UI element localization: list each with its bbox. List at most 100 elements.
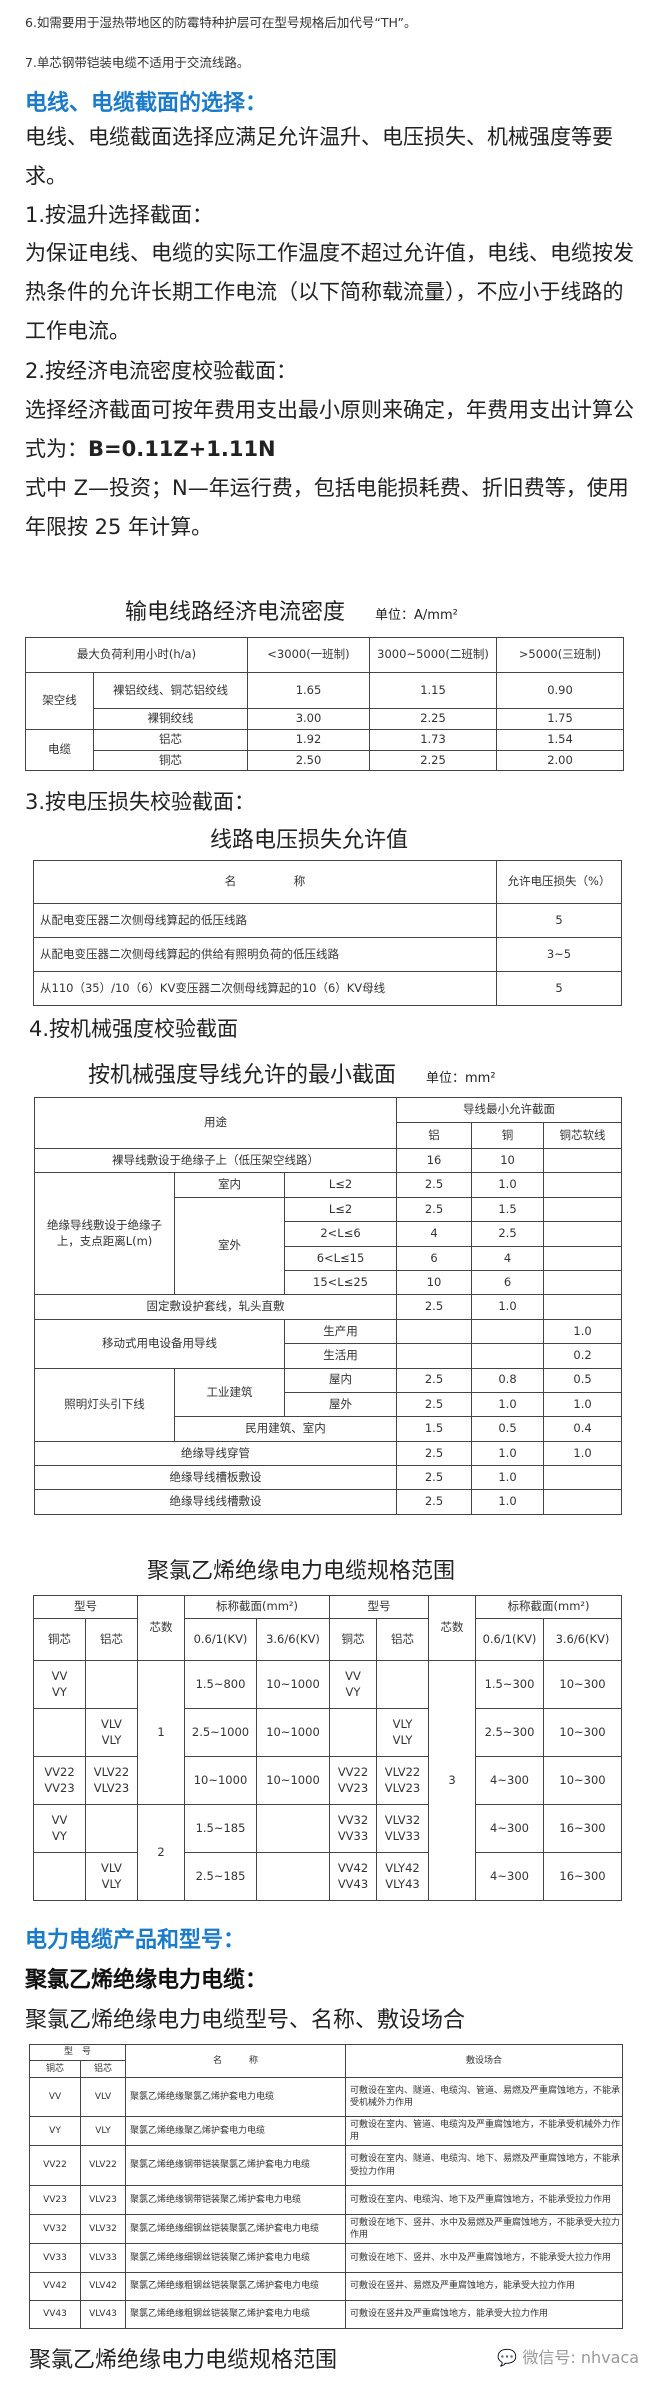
header-cell: 铜芯 bbox=[329, 1618, 377, 1661]
table-row: VV42 VLV42 聚氯乙烯绝缘粗钢丝铠装聚氯乙烯护套电力电缆 可敷设在竖井、易燃及… bbox=[29, 2272, 624, 2301]
table3-title: 按机械强度导线允许的最小截面 bbox=[88, 1063, 397, 1088]
cell: 0.8 bbox=[471, 1367, 545, 1393]
table-header-row: 铝铜铜芯软线 bbox=[35, 1122, 623, 1149]
cell: 民用建筑、室内 bbox=[173, 1416, 398, 1442]
table-row: 民用建筑、室内 1.5 0.5 0.4 bbox=[35, 1416, 623, 1442]
cell: 2.5~300 bbox=[475, 1708, 544, 1757]
cell: 1.5 bbox=[396, 1416, 473, 1442]
header-cell: 最大负荷利用小时(h/a) bbox=[25, 637, 248, 673]
table-row: 生活用 0.2 bbox=[35, 1343, 623, 1369]
cell: 铜芯 bbox=[93, 750, 248, 771]
cell: 2.5 bbox=[396, 1465, 473, 1491]
header-cell: 允许电压损失（%） bbox=[496, 860, 622, 904]
pvc-cable-heading: 聚氯乙烯绝缘电力电缆： bbox=[25, 1968, 268, 1993]
cell: 2.5 bbox=[471, 1221, 545, 1247]
header-cell: >5000(三班制) bbox=[496, 637, 624, 673]
cell: 1.0 bbox=[543, 1440, 623, 1467]
cell: 10~300 bbox=[543, 1660, 622, 1709]
cell: 6<L≤15 bbox=[283, 1245, 398, 1271]
cell: 2.5 bbox=[396, 1196, 473, 1223]
min-section-table: 用途 导线最小允许截面 铝铜铜芯软线 裸导线敷设于绝缘子上（低压架空线路） 16 10… bbox=[33, 1097, 623, 1515]
cell: 4~300 bbox=[475, 1852, 544, 1901]
cell: 0.5 bbox=[471, 1416, 545, 1442]
header-cell: 铝芯 bbox=[376, 1618, 429, 1661]
table-header-row: 型 号名 称敷设场合 bbox=[28, 2044, 624, 2078]
cell: 固定敷设护套线，轧头直敷 bbox=[33, 1294, 398, 1320]
cell: 从110（35）/10（6）KV变压器二次侧母线算起的10（6）KV母线 bbox=[33, 971, 497, 1006]
cell: 从配电变压器二次侧母线算起的低压线路 bbox=[33, 903, 497, 938]
cell: 聚氯乙烯绝缘聚乙烯护套电力电缆 bbox=[125, 2116, 347, 2146]
cell: 2.50 bbox=[247, 750, 370, 771]
cell: 可敷设在地下、竖井、水中及易燃及严重腐蚀地方，不能承受大拉力作用 bbox=[345, 2214, 624, 2244]
section-heading-cable-selection: 电线、电缆截面的选择： bbox=[25, 91, 268, 116]
header-cell: 3000~5000(二班制) bbox=[369, 637, 497, 673]
cell: 绝缘导线线槽敷设 bbox=[33, 1489, 398, 1515]
table5-title: 聚氯乙烯绝缘电力电缆型号、名称、敷设场合 bbox=[25, 2008, 466, 2033]
cell: 4~300 bbox=[475, 1804, 544, 1853]
cell: 1.0 bbox=[471, 1489, 545, 1515]
table-row: VV VY 2 1.5~185 VV32 VV33 VLV32 VLV33 4~300 16… bbox=[33, 1804, 622, 1901]
header-cell: 铜芯 bbox=[33, 1618, 86, 1661]
table-row: 从配电变压器二次侧母线算起的供给有照明负荷的低压线路 3~5 bbox=[33, 937, 622, 972]
cell: 10~1000 bbox=[256, 1660, 330, 1709]
table1-title-row: 输电线路经济电流密度 单位：A/mm² bbox=[125, 594, 458, 626]
cell: VLV42 bbox=[79, 2272, 127, 2301]
table-row: VV VY 1 1.5~800 10~1000 VV VY 3 1.5~300 10~300 bbox=[33, 1660, 622, 1901]
table-row: 照明灯头引下线 工业建筑 屋内 2.5 0.8 0.5 bbox=[34, 1367, 623, 1442]
cell: 10~1000 bbox=[184, 1756, 257, 1805]
cell: 可敷设在地下、竖井、水中及严重腐蚀地方，不能承受大拉力作用 bbox=[345, 2243, 624, 2273]
table-header-row: 型号 芯数 标称截面(mm²) 型号 芯数 标称截面(mm²) bbox=[33, 1595, 622, 1661]
table1-unit: 单位：A/mm² bbox=[375, 608, 458, 623]
cell: 工业建筑 bbox=[174, 1367, 285, 1418]
header-cell: 铜芯 bbox=[29, 2060, 81, 2078]
header-cell: 敷设场合 bbox=[345, 2044, 624, 2078]
cell bbox=[33, 1852, 86, 1901]
table2-title: 线路电压损失允许值 bbox=[210, 828, 409, 853]
cell: 2.5 bbox=[396, 1172, 473, 1198]
cell: 1.5~800 bbox=[184, 1660, 257, 1709]
cell: 绝缘导线穿管 bbox=[33, 1440, 398, 1467]
cell: 屋内 bbox=[283, 1367, 398, 1393]
cell: VLY VLY bbox=[376, 1708, 429, 1757]
voltage-loss-table: 名 称允许电压损失（%） 从配电变压器二次侧母线算起的低压线路 5 从配电变压器二… bbox=[33, 860, 622, 1006]
table-row: 裸铜绞线 3.00 2.25 1.75 bbox=[26, 708, 624, 730]
cell bbox=[543, 1147, 623, 1174]
cell: 2.5 bbox=[396, 1391, 473, 1418]
cell: 铝芯 bbox=[93, 729, 248, 751]
cell: VLV22 bbox=[79, 2145, 127, 2186]
section-heading-products: 电力电缆产品和型号： bbox=[25, 1928, 246, 1953]
table-row: VLV VLY 2.5~1000 10~1000 VLY VLY 2.5~300 10~3… bbox=[33, 1708, 622, 1757]
table-row: VV32 VLV32 聚氯乙烯绝缘细钢丝铠装聚氯乙烯护套电力电缆 可敷设在地下、竖井、… bbox=[29, 2214, 624, 2244]
cell: 1.15 bbox=[369, 672, 497, 709]
table-row: 2<L≤6 4 2.5 bbox=[35, 1221, 623, 1247]
cell: 1.0 bbox=[543, 1318, 623, 1345]
header-cell: 型号 bbox=[329, 1595, 429, 1619]
header-cell: 3.6/6(KV) bbox=[256, 1618, 330, 1661]
cell bbox=[543, 1172, 623, 1198]
cell: 1.65 bbox=[247, 672, 370, 709]
header-cell: 用途 bbox=[33, 1097, 398, 1149]
cell: 聚氯乙烯绝缘钢带铠装聚氯乙烯护套电力电缆 bbox=[125, 2145, 347, 2186]
cell bbox=[376, 1660, 429, 1709]
cell: VV42 bbox=[29, 2272, 81, 2301]
cell: 3.00 bbox=[247, 708, 370, 730]
cell: VV42 VV43 bbox=[329, 1852, 377, 1901]
table-row: 架空线 裸铝绞线、铜芯铝绞线 1.65 1.15 0.90 bbox=[25, 672, 624, 730]
cell: 6 bbox=[471, 1269, 545, 1296]
cell: 16~300 bbox=[543, 1852, 622, 1901]
cell: 10~300 bbox=[543, 1708, 622, 1757]
cell bbox=[329, 1708, 377, 1757]
cell: 6 bbox=[396, 1245, 473, 1271]
cell bbox=[85, 1660, 138, 1709]
watermark-text: 微信号: nhvaca bbox=[522, 2348, 639, 2367]
pvc-spec-range-table: 型号 芯数 标称截面(mm²) 型号 芯数 标称截面(mm²) 铜芯 铝芯 0.6/1(KV)… bbox=[33, 1595, 622, 1901]
subheading-economic-density: 2.按经济电流密度校验截面： bbox=[25, 359, 298, 383]
cell: 10 bbox=[396, 1269, 473, 1296]
cell: 可敷设在室内、电缆沟、地下及严重腐蚀地方，不能承受拉力作用 bbox=[345, 2185, 624, 2215]
cell: 5 bbox=[496, 903, 622, 938]
header-cell: 3.6/6(KV) bbox=[543, 1618, 622, 1661]
cell: 0.4 bbox=[543, 1416, 623, 1442]
cell: 聚氯乙烯绝缘钢带铠装聚乙烯护套电力电缆 bbox=[125, 2185, 347, 2215]
paragraph-economic-note: 式中 Z—投资；N—年运行费，包括电能损耗费、折旧费等，使用年限按 25 年计算… bbox=[25, 476, 629, 539]
table-row: 裸导线敷设于绝缘子上（低压架空线路） 16 10 bbox=[33, 1147, 623, 1174]
